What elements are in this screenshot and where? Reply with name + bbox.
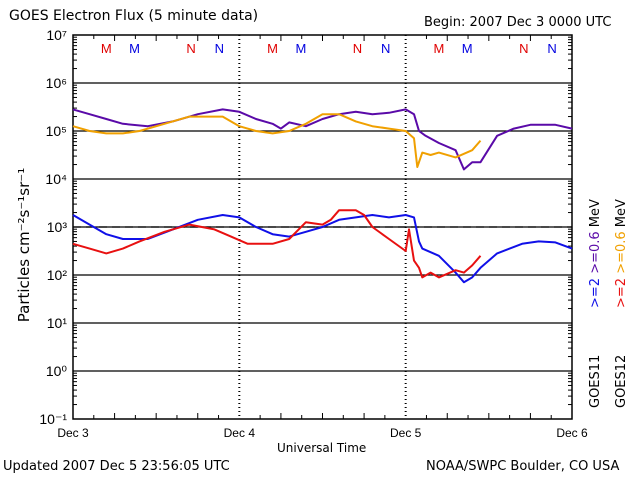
chart-title: GOES Electron Flux (5 minute data) [9, 8, 259, 24]
mn-marker: M [462, 41, 473, 56]
updated-timestamp: Updated 2007 Dec 5 23:56:05 UTC [3, 459, 230, 474]
legend-entry: MeV [614, 199, 629, 228]
credit-label: NOAA/SWPC Boulder, CO USA [426, 459, 620, 474]
y-tick-label: 10² [47, 267, 68, 283]
legend-entry: >=2 [588, 273, 603, 308]
series-line-goes12-2-mev [72, 209, 482, 279]
mn-marker: N [186, 41, 195, 56]
legend-entry: MeV [588, 199, 603, 228]
x-tick-label: Dec 3 [57, 426, 89, 440]
mn-marker: M [434, 41, 445, 56]
mn-marker: N [547, 41, 556, 56]
legend-entry: >=0.6 [614, 227, 629, 274]
legend-column: >=2 >=0.6 MeV [614, 199, 629, 308]
y-tick-label: 10¹ [47, 315, 68, 331]
y-tick-label: 10³ [47, 219, 68, 235]
mn-marker: N [519, 41, 528, 56]
y-tick-label: 10⁷ [46, 27, 67, 43]
x-axis-label: Universal Time [277, 441, 367, 455]
begin-time-label: Begin: 2007 Dec 3 0000 UTC [424, 15, 612, 30]
mn-marker: M [129, 41, 140, 56]
legend-satellite-label: GOES12 [614, 354, 629, 408]
mn-marker: N [353, 41, 362, 56]
mn-marker: M [267, 41, 278, 56]
legend-entry: >=0.6 [588, 227, 603, 274]
series-line-goes11-0-6-mev [72, 108, 573, 171]
y-tick-label: 10⁴ [45, 171, 67, 187]
y-tick-label: 10⁶ [46, 75, 67, 91]
x-tick-label: Dec 4 [224, 426, 256, 440]
mn-marker: N [215, 41, 224, 56]
legend-satellite-label: GOES11 [588, 354, 603, 408]
legend-column: >=2 >=0.6 MeV [588, 199, 603, 308]
series-line-goes12-0-6-mev [72, 113, 482, 168]
legend-entry: >=2 [614, 273, 629, 308]
y-tick-label: 10⁵ [46, 123, 67, 139]
x-tick-label: Dec 6 [556, 426, 588, 440]
mn-marker: M [101, 41, 112, 56]
mn-marker: N [381, 41, 390, 56]
y-tick-label: 10⁻¹ [39, 411, 67, 427]
y-tick-label: 10⁰ [46, 363, 68, 379]
mn-marker: M [295, 41, 306, 56]
x-tick-label: Dec 5 [390, 426, 422, 440]
